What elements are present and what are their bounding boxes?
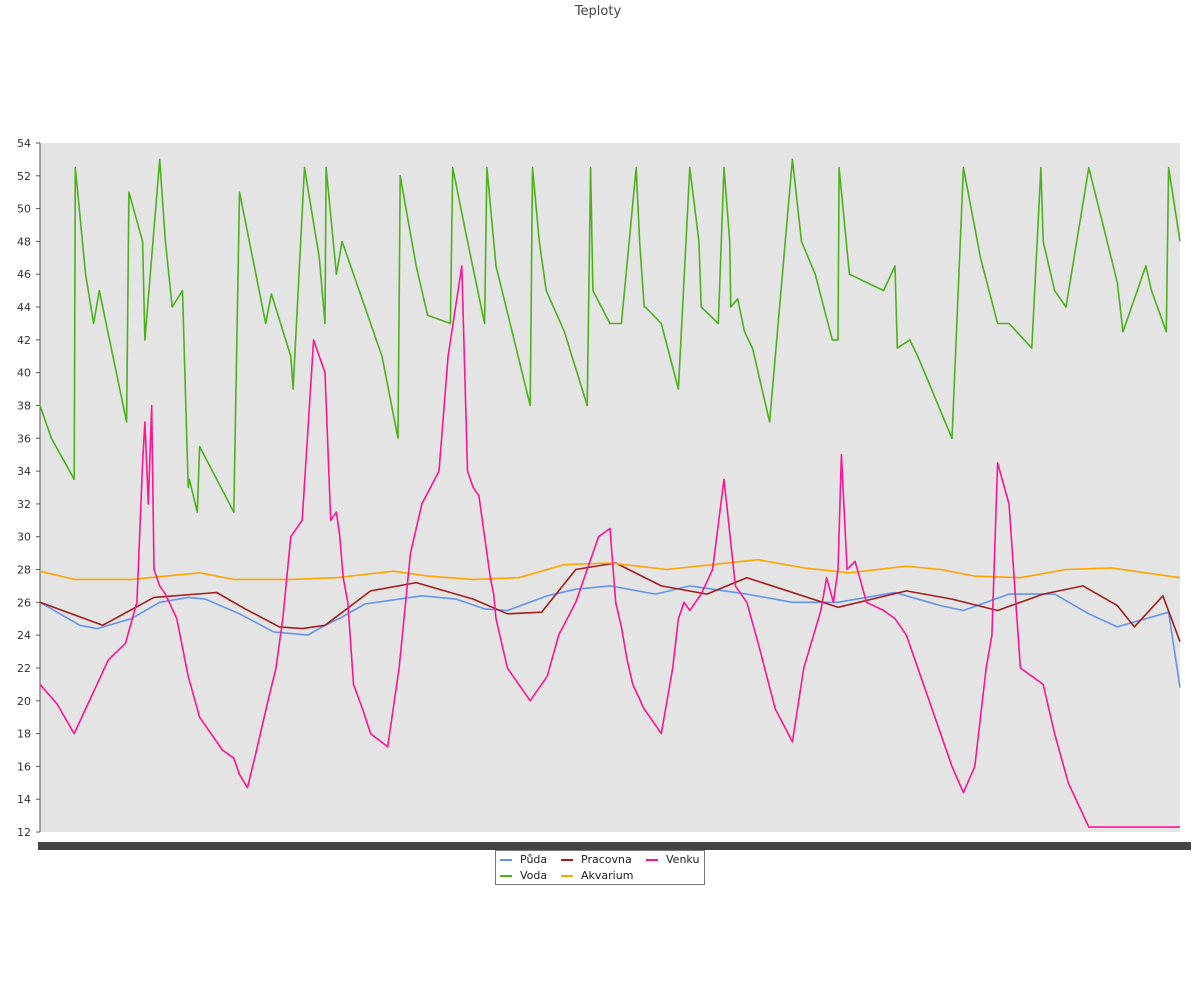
- y-tick-label: 34: [17, 465, 31, 478]
- y-tick-label: 46: [17, 268, 31, 281]
- legend-item: Pracovna: [561, 853, 632, 867]
- y-tick-label: 38: [17, 399, 31, 412]
- plot-area: [40, 143, 1180, 832]
- y-tick-label: 24: [17, 629, 31, 642]
- legend-item: Půda: [500, 853, 547, 867]
- series-line-2: [39, 562, 1181, 642]
- legend-item: Venku: [646, 853, 699, 867]
- legend-swatch: [646, 859, 658, 861]
- legend-swatch: [561, 875, 573, 877]
- y-tick-label: 52: [17, 170, 31, 183]
- legend-swatch: [500, 875, 512, 877]
- y-tick-label: 12: [17, 826, 31, 839]
- legend-label: Voda: [520, 869, 548, 882]
- series-lines: [39, 158, 1181, 828]
- legend-item: Akvarium: [561, 869, 633, 883]
- legend-swatch: [561, 859, 573, 861]
- y-tick-label: 42: [17, 334, 31, 347]
- y-tick-label: 28: [17, 564, 31, 577]
- y-tick-label: 14: [17, 793, 31, 806]
- y-tick-label: 40: [17, 367, 31, 380]
- y-tick-label: 50: [17, 203, 31, 216]
- y-tick-label: 20: [17, 695, 31, 708]
- y-tick-label: 26: [17, 596, 31, 609]
- legend-label: Půda: [520, 853, 548, 866]
- y-tick-label: 18: [17, 728, 31, 741]
- y-tick-label: 48: [17, 235, 31, 248]
- series-line-1: [39, 158, 1181, 513]
- legend-label: Pracovna: [581, 853, 632, 866]
- x-axis-bar: [38, 842, 1191, 850]
- y-tick-label: 44: [17, 301, 31, 314]
- y-tick-label: 16: [17, 760, 31, 773]
- legend-label: Venku: [666, 853, 700, 866]
- chart-title: Teploty: [574, 4, 622, 19]
- legend-label: Akvarium: [581, 869, 634, 882]
- legend: Půda Voda Pracovna Akvarium Venku: [495, 850, 705, 885]
- y-tick-label: 22: [17, 662, 31, 675]
- y-tick-label: 36: [17, 432, 31, 445]
- y-axis: 12 14 16 18 20 22 24 26 28 30 32 34 36 38 40 42 44 46 48 50…: [17, 137, 40, 839]
- legend-swatch: [500, 859, 512, 861]
- y-tick-label: 30: [17, 531, 31, 544]
- legend-item: Voda: [500, 869, 547, 883]
- y-tick-label: 54: [17, 137, 31, 150]
- series-line-4: [39, 265, 1180, 828]
- y-tick-label: 32: [17, 498, 31, 511]
- series-line-3: [39, 558, 1181, 581]
